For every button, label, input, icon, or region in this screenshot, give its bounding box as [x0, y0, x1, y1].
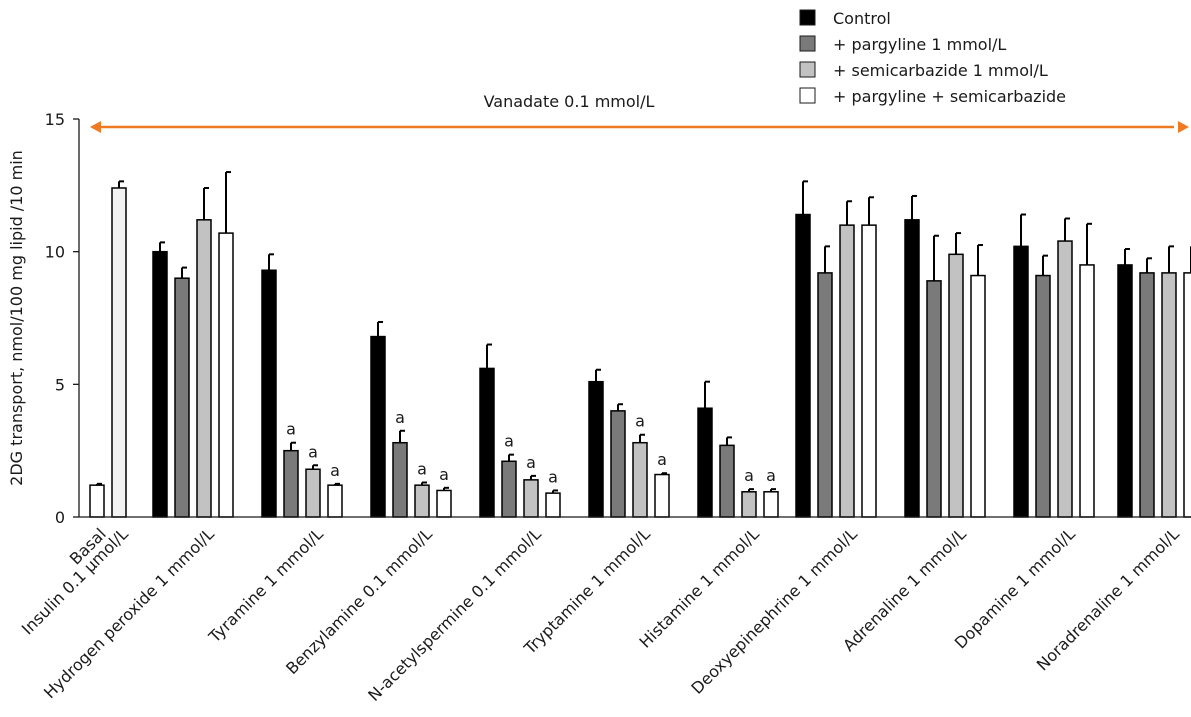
- legend: Control + pargyline 1 mmol/L + semicarbazi…: [799, 9, 1066, 106]
- significance-mark: a: [439, 465, 449, 484]
- legend-swatch: [799, 35, 816, 52]
- bar: [89, 484, 105, 518]
- significance-mark: a: [504, 432, 514, 451]
- vanadate-annotation: Vanadate 0.1 mmol/L: [90, 92, 1189, 133]
- bar: [1079, 264, 1095, 518]
- bar: [697, 407, 713, 518]
- bar: [436, 489, 452, 518]
- bar: [795, 213, 811, 518]
- significance-mark: a: [330, 461, 340, 480]
- y-axis-label: 2DG transport, nmol/100 mg lipid /10 min: [7, 150, 26, 486]
- y-tick-label: 15: [45, 110, 65, 129]
- bar: [152, 250, 168, 518]
- legend-label: + pargyline 1 mmol/L: [833, 35, 1006, 54]
- bar: [392, 441, 408, 518]
- bar: [327, 484, 343, 518]
- bar: [1161, 272, 1177, 518]
- bar-group: aaa: [261, 253, 343, 518]
- bar-group: [89, 180, 127, 518]
- bar: [1117, 264, 1133, 518]
- bar: [1013, 245, 1029, 518]
- bar: [545, 492, 561, 518]
- bar: [839, 224, 855, 518]
- arrow-left-icon: [90, 121, 101, 133]
- legend-swatch: [799, 87, 816, 104]
- bar: [817, 272, 833, 518]
- legend-label: + pargyline + semicarbazide: [833, 87, 1066, 106]
- bar: [1139, 272, 1155, 518]
- bar: [523, 479, 539, 518]
- bar-group: [1013, 213, 1095, 518]
- legend-label: Control: [833, 9, 891, 28]
- significance-mark: a: [548, 467, 558, 486]
- bar: [588, 380, 604, 518]
- bar: [1057, 240, 1073, 518]
- bar: [283, 449, 299, 518]
- bar: [904, 219, 920, 518]
- y-axis: 0 5 10 15: [45, 110, 80, 527]
- significance-mark: a: [286, 420, 296, 439]
- bar: [610, 410, 626, 518]
- significance-mark: a: [744, 466, 754, 485]
- bar-group: [904, 194, 986, 518]
- bar: [926, 280, 942, 518]
- bar: [479, 367, 495, 518]
- bar-group: [1117, 245, 1191, 518]
- y-tick-label: 5: [55, 375, 65, 394]
- legend-swatch: [799, 9, 816, 26]
- significance-mark: a: [308, 442, 318, 461]
- arrow-right-icon: [1178, 121, 1189, 133]
- bar: [948, 253, 964, 518]
- x-tick-label: Tryptamine 1 mmol/L: [520, 524, 654, 658]
- bar: [654, 473, 670, 518]
- bar: [719, 444, 735, 518]
- bar: [370, 335, 386, 518]
- bar: [632, 441, 648, 518]
- significance-mark: a: [417, 460, 427, 479]
- x-tick-label: Adrenaline 1 mmol/L: [839, 524, 970, 655]
- y-tick-label: 10: [45, 243, 65, 262]
- bar-group: aaa: [479, 343, 561, 518]
- vanadate-label: Vanadate 0.1 mmol/L: [484, 92, 655, 111]
- bar-group: aa: [588, 368, 670, 518]
- bar: [414, 484, 430, 518]
- bar: [196, 219, 212, 518]
- bar-group: [795, 180, 877, 518]
- y-tick-label: 0: [55, 508, 65, 527]
- significance-mark: a: [635, 412, 645, 431]
- bar: [1035, 274, 1051, 518]
- significance-mark: a: [395, 408, 405, 427]
- bar-group: [152, 171, 234, 518]
- bar: [218, 232, 234, 518]
- x-tick-label: N-acetylspermine 0.1 mmol/L: [364, 524, 545, 705]
- significance-mark: a: [657, 450, 667, 469]
- bar: [970, 274, 986, 518]
- bar: [501, 460, 517, 518]
- legend-label: + semicarbazide 1 mmol/L: [833, 61, 1048, 80]
- x-tick-label: Tyramine 1 mmol/L: [204, 524, 327, 647]
- bar: [261, 269, 277, 518]
- x-tick-label: Deoxyepinephrine 1 mmol/L: [687, 524, 860, 697]
- bar: [763, 491, 779, 518]
- bar: [174, 277, 190, 518]
- x-tick-label: Hydrogen peroxide 1 mmol/L: [40, 524, 218, 702]
- bar: [1183, 272, 1191, 518]
- bar: [861, 224, 877, 518]
- significance-mark: a: [526, 453, 536, 472]
- bar: [305, 468, 321, 518]
- legend-swatch: [799, 61, 816, 78]
- significance-mark: a: [766, 466, 776, 485]
- bar: [741, 491, 757, 518]
- bar: [111, 187, 127, 518]
